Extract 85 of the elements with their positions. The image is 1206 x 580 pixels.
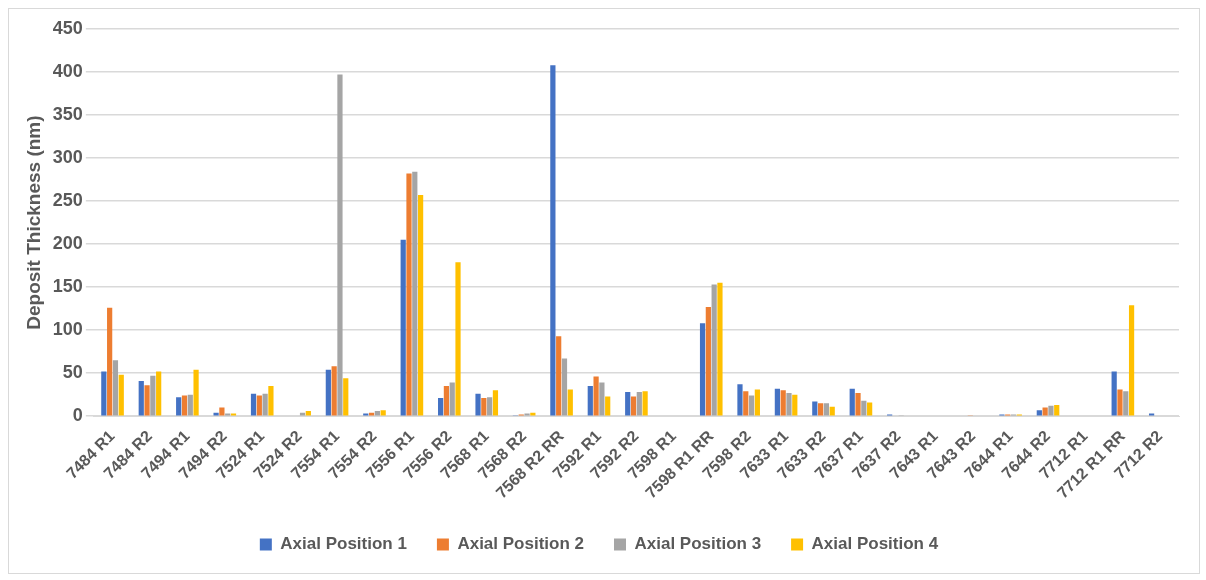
- bar: [443, 386, 450, 416]
- y-tick-label: 450: [52, 17, 83, 38]
- legend-label: Axial Position 1: [280, 534, 407, 554]
- bar: [455, 262, 461, 416]
- bar: [556, 336, 562, 416]
- bar: [138, 380, 144, 416]
- bar: [1117, 389, 1123, 416]
- bar: [118, 374, 124, 416]
- bar: [748, 395, 755, 416]
- bar: [849, 388, 855, 416]
- bar: [630, 396, 637, 416]
- bar: [331, 366, 337, 416]
- bar: [812, 401, 818, 416]
- bar: [343, 378, 349, 416]
- bar: [101, 371, 107, 416]
- bar: [861, 400, 867, 416]
- bar: [156, 371, 162, 416]
- bar: [786, 392, 792, 416]
- bar: [193, 369, 199, 416]
- bar: [438, 398, 444, 416]
- y-axis-title: Deposit Thickness (nm): [22, 115, 44, 330]
- bar: [107, 307, 113, 416]
- bar: [792, 394, 798, 416]
- bar: [743, 391, 749, 416]
- bar: [561, 358, 568, 416]
- bar: [823, 403, 830, 416]
- bar: [1048, 405, 1054, 416]
- bar: [1123, 391, 1129, 416]
- bar: [487, 397, 493, 416]
- bar: [475, 393, 481, 416]
- bar: [219, 407, 225, 416]
- bar: [593, 376, 599, 416]
- y-tick-label: 50: [62, 362, 83, 383]
- bar: [1111, 371, 1117, 416]
- bar: [567, 389, 573, 416]
- bar: [699, 323, 706, 416]
- legend-label: Axial Position 4: [811, 534, 939, 554]
- bar: [400, 239, 406, 416]
- y-tick-label: 150: [52, 276, 83, 297]
- bar: [711, 284, 717, 416]
- bar: [774, 388, 780, 416]
- bar: [599, 382, 605, 416]
- y-tick-label: 400: [52, 60, 83, 81]
- bar: [1128, 305, 1135, 416]
- bar: [176, 397, 182, 416]
- legend-label: Axial Position 2: [457, 534, 585, 554]
- bar: [855, 392, 861, 416]
- bar: [262, 393, 268, 416]
- bar: [449, 382, 455, 416]
- y-tick-label: 100: [52, 319, 83, 340]
- y-tick-label: 250: [52, 190, 83, 211]
- bar: [818, 403, 824, 416]
- bar: [144, 385, 150, 416]
- bar: [705, 306, 711, 416]
- y-tick-label: 300: [52, 147, 83, 168]
- bar: [481, 398, 487, 416]
- bar: [250, 393, 257, 416]
- y-tick-label: 350: [52, 104, 83, 125]
- bar: [187, 394, 193, 416]
- bar: [181, 395, 188, 416]
- bar: [1054, 404, 1060, 416]
- bar: [605, 396, 611, 416]
- bar: [780, 390, 786, 416]
- bar: [717, 282, 723, 416]
- bar: [406, 173, 412, 416]
- bar: [867, 402, 873, 416]
- y-tick-label: 200: [52, 233, 83, 254]
- bar: [754, 389, 760, 416]
- bar: [268, 386, 274, 416]
- bar: [625, 392, 631, 416]
- y-tick-label: 0: [72, 405, 83, 426]
- bar: [325, 369, 331, 416]
- bar: [417, 195, 424, 416]
- bar: [492, 390, 499, 416]
- bar: [636, 392, 642, 416]
- bar: [337, 74, 343, 416]
- legend-label: Axial Position 3: [634, 534, 762, 554]
- bar: [150, 375, 156, 416]
- bar: [550, 65, 556, 416]
- bar: [112, 360, 119, 416]
- bar: [256, 395, 262, 416]
- bar: [587, 386, 593, 416]
- bar: [412, 171, 418, 416]
- bar: [642, 391, 648, 416]
- bar: [737, 384, 743, 416]
